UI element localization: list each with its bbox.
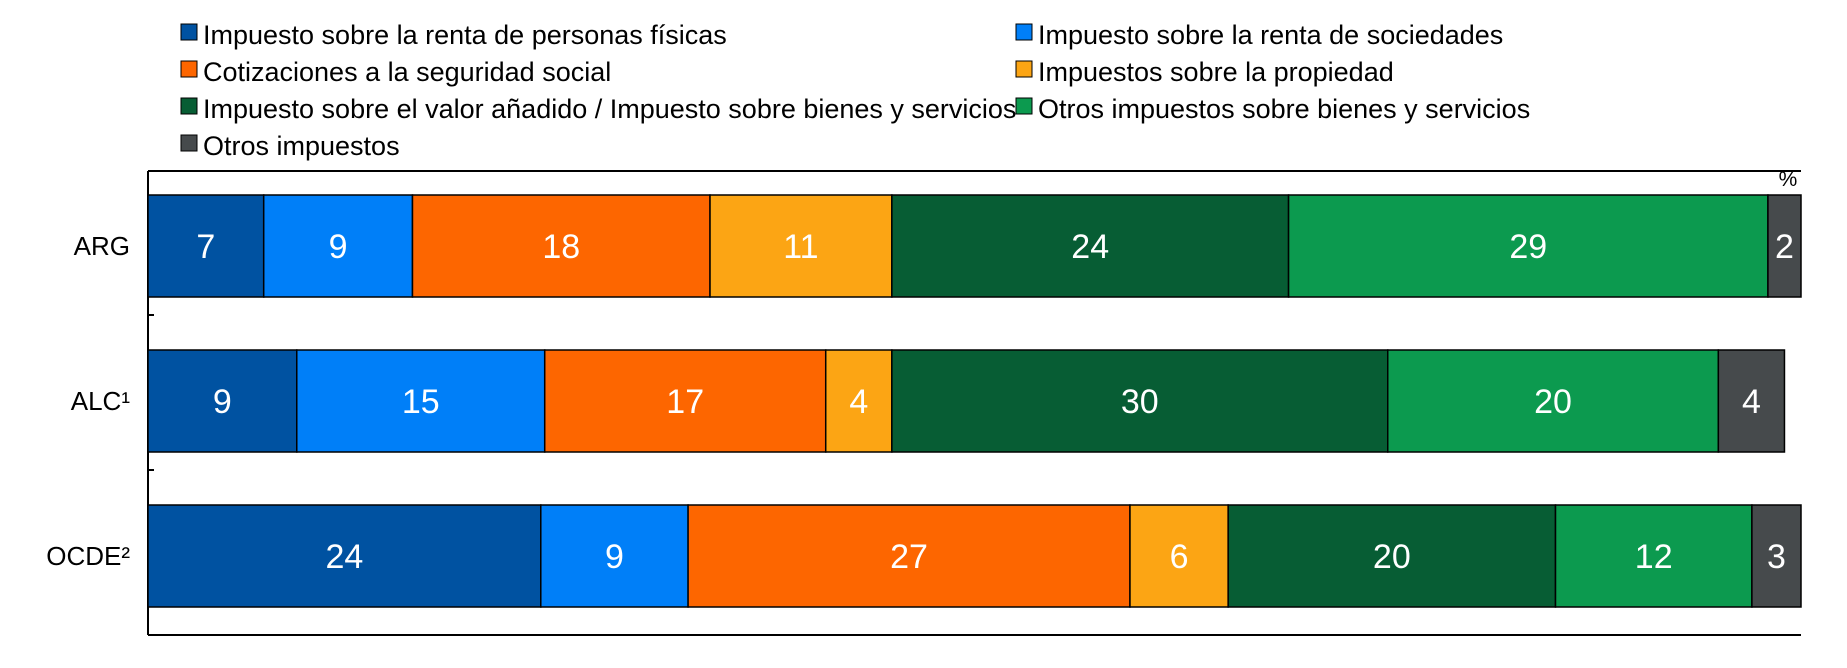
bar-segment — [1717, 349, 1786, 453]
bar-segment — [1387, 349, 1720, 453]
data-label: 17 — [666, 383, 704, 421]
bar-row: 7 9 18 11 24 29 2 — [147, 194, 1802, 298]
bar-segment — [543, 349, 827, 453]
data-label: 11 — [783, 228, 818, 266]
data-label: 9 — [329, 228, 348, 266]
bar-row: 24 9 27 6 20 12 3 — [147, 504, 1802, 608]
bar-segment — [891, 194, 1290, 298]
category-label: ALC¹ — [71, 386, 131, 416]
category-labels: ARG ALC¹ OCDE² — [46, 231, 130, 571]
legend-swatch — [180, 60, 198, 78]
data-label: 4 — [1742, 383, 1761, 421]
bar-segment — [540, 504, 689, 608]
data-label: 4 — [849, 383, 868, 421]
bar-segment — [824, 349, 893, 453]
data-label: 6 — [1170, 538, 1189, 576]
category-label: OCDE² — [46, 541, 130, 571]
legend-label: Otros impuestos — [203, 131, 400, 161]
data-label: 29 — [1509, 228, 1547, 266]
data-label: 20 — [1534, 383, 1572, 421]
legend: Impuesto sobre la renta de personas físi… — [180, 20, 1530, 161]
legend-swatch — [1015, 23, 1033, 41]
bar-segment — [147, 504, 542, 608]
category-label: ARG — [74, 231, 130, 261]
legend-swatch — [1015, 97, 1033, 115]
legend-label: Impuestos sobre la propiedad — [1038, 57, 1394, 87]
data-label: 2 — [1775, 228, 1794, 266]
data-label: 15 — [402, 383, 440, 421]
legend-swatch — [180, 134, 198, 152]
bars: 7 9 18 11 24 29 29 15 17 4 30 20 424 9 27 6 20 12 3 — [147, 194, 1802, 608]
bar-segment — [411, 194, 711, 298]
legend-item: Otros impuestos — [180, 131, 400, 161]
legend-label: Impuesto sobre la renta de sociedades — [1038, 20, 1503, 50]
legend-label: Impuesto sobre la renta de personas físi… — [203, 20, 727, 50]
bar-segment — [1751, 504, 1802, 608]
data-label: 9 — [213, 383, 232, 421]
bar-segment — [1227, 504, 1557, 608]
bar-segment — [262, 194, 414, 298]
legend-label: Cotizaciones a la seguridad social — [203, 57, 611, 87]
legend-item: Impuesto sobre la renta de sociedades — [1015, 20, 1503, 50]
legend-swatch — [180, 23, 198, 41]
bar-segment — [1129, 504, 1229, 608]
legend-item: Impuesto sobre la renta de personas físi… — [180, 20, 727, 50]
data-label: 18 — [542, 228, 580, 266]
data-label: 30 — [1121, 383, 1159, 421]
data-label: 24 — [1071, 228, 1109, 266]
data-label: 3 — [1767, 538, 1786, 576]
bar-segment — [709, 194, 893, 298]
data-label: 7 — [196, 228, 215, 266]
data-label: 20 — [1373, 538, 1411, 576]
legend-label: Impuesto sobre el valor añadido / Impues… — [203, 94, 1016, 124]
legend-swatch — [180, 97, 198, 115]
data-label: 12 — [1635, 538, 1673, 576]
bar-segment — [296, 349, 546, 453]
bar-segment — [147, 194, 265, 298]
legend-item: Cotizaciones a la seguridad social — [180, 57, 611, 87]
legend-item: Impuestos sobre la propiedad — [1015, 57, 1394, 87]
unit-label: % — [1779, 168, 1798, 191]
legend-item: Impuesto sobre el valor añadido / Impues… — [180, 94, 1016, 124]
legend-label: Otros impuestos sobre bienes y servicios — [1038, 94, 1530, 124]
data-label: 24 — [325, 538, 363, 576]
bar-row: 9 15 17 4 30 20 4 — [147, 349, 1786, 453]
bar-segment — [1287, 194, 1769, 298]
bar-segment — [1767, 194, 1802, 298]
legend-swatch — [1015, 60, 1033, 78]
data-label: 27 — [890, 538, 928, 576]
bar-segment — [687, 504, 1131, 608]
legend-item: Otros impuestos sobre bienes y servicios — [1015, 94, 1530, 124]
data-label: 9 — [605, 538, 624, 576]
bar-segment — [1554, 504, 1753, 608]
